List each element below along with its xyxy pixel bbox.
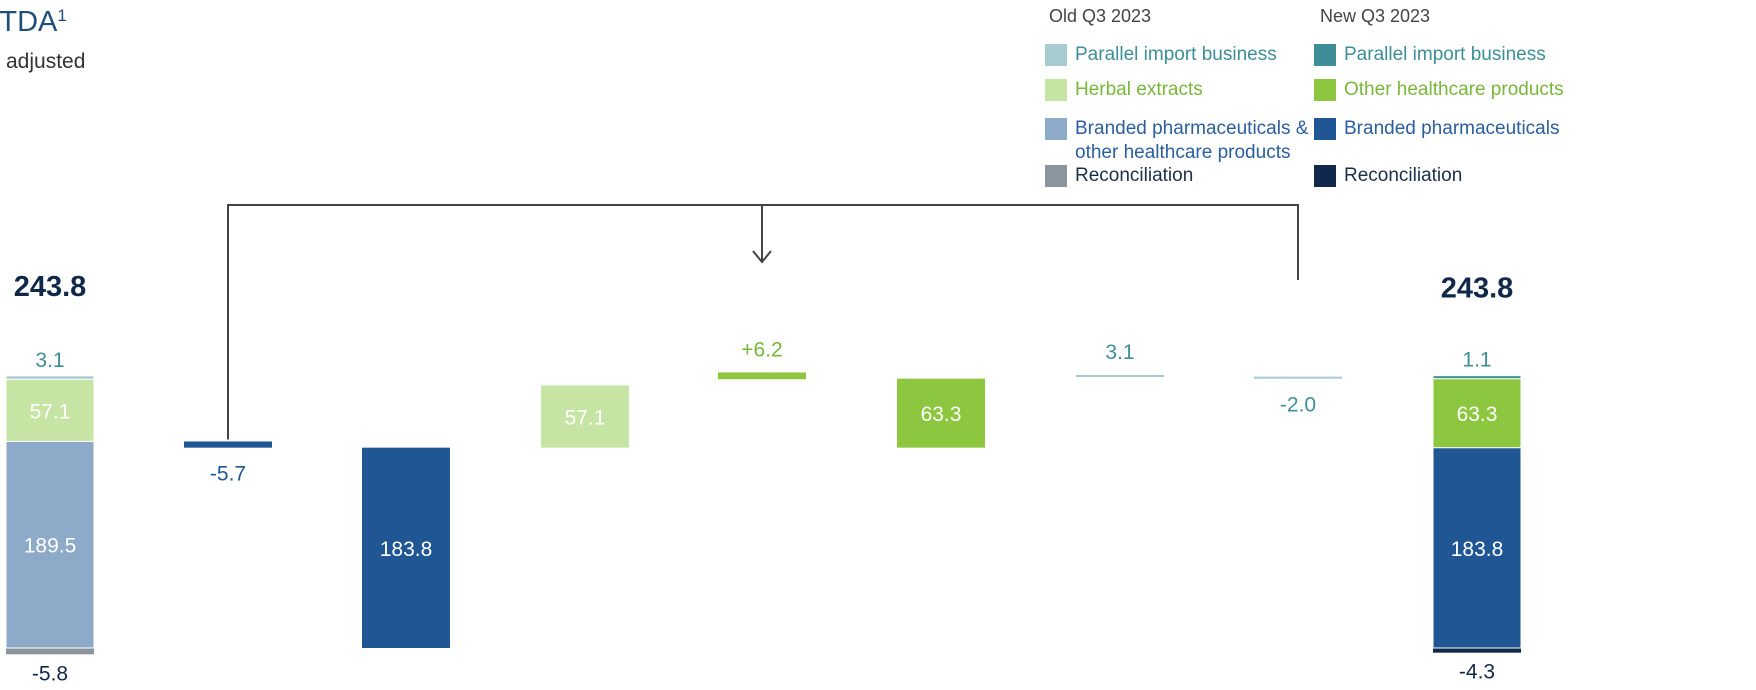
end-total-label: 243.8 bbox=[1441, 272, 1514, 304]
legend-swatch bbox=[1314, 165, 1336, 187]
start-segment-0 bbox=[6, 648, 94, 655]
start-segment-3 bbox=[5, 375, 95, 380]
chart-subtitle: adjusted bbox=[6, 50, 86, 73]
legend-new-other: Other healthcare products bbox=[1314, 78, 1574, 102]
start-segment-label-1: 189.5 bbox=[24, 535, 77, 558]
step-bar-6 bbox=[1254, 376, 1342, 379]
end-segment-label-2: 63.3 bbox=[1457, 403, 1498, 426]
legend-old-parallel: Parallel import business bbox=[1045, 43, 1315, 67]
start-total-label: 243.8 bbox=[14, 271, 87, 303]
step-bar-5 bbox=[1076, 374, 1164, 377]
legend-old-recon: Reconciliation bbox=[1045, 164, 1315, 188]
step-bar-1 bbox=[362, 447, 450, 648]
start-segment-label-0: -5.8 bbox=[32, 662, 68, 685]
legend-new-branded: Branded pharmaceuticals bbox=[1314, 117, 1574, 141]
step-label-1: 183.8 bbox=[380, 538, 433, 561]
legend-label: Other healthcare products bbox=[1344, 79, 1564, 100]
footnote-marker: 1 bbox=[57, 6, 67, 25]
legend-swatch bbox=[1314, 44, 1336, 66]
chart-title: BITDA1 bbox=[0, 6, 67, 39]
legend-label: Herbal extracts bbox=[1075, 79, 1203, 100]
legend-new-heading: New Q3 2023 bbox=[1320, 6, 1431, 26]
step-label-0: -5.7 bbox=[210, 463, 246, 486]
legend-label: Branded pharmaceuticals & other healthca… bbox=[1075, 118, 1309, 163]
step-bar-3 bbox=[718, 372, 806, 380]
end-segment-1 bbox=[1432, 447, 1522, 649]
legend-label: Parallel import business bbox=[1075, 44, 1277, 65]
legend-new-recon: Reconciliation bbox=[1314, 164, 1574, 188]
legend-label: Branded pharmaceuticals bbox=[1344, 118, 1560, 139]
legend-swatch bbox=[1314, 118, 1336, 140]
start-segment-label-2: 57.1 bbox=[30, 400, 71, 423]
start-segment-1 bbox=[5, 440, 95, 649]
legend-swatch bbox=[1045, 44, 1067, 66]
end-segment-label-3: 1.1 bbox=[1462, 349, 1491, 372]
legend-label: Reconciliation bbox=[1344, 165, 1463, 186]
start-segment-label-3: 3.1 bbox=[35, 349, 64, 372]
step-label-5: 3.1 bbox=[1105, 341, 1134, 364]
legend-swatch bbox=[1314, 79, 1336, 101]
legend-swatch bbox=[1045, 118, 1067, 140]
legend-swatch bbox=[1045, 165, 1067, 187]
connector-arrow-head bbox=[752, 250, 772, 264]
legend-old-heading: Old Q3 2023 bbox=[1049, 6, 1152, 26]
legend-old-branded: Branded pharmaceuticals & other healthca… bbox=[1045, 117, 1315, 165]
step-label-4: 63.3 bbox=[921, 403, 962, 426]
step-bar-0 bbox=[184, 441, 272, 448]
end-segment-label-1: 183.8 bbox=[1451, 538, 1504, 561]
step-bar-2 bbox=[541, 385, 629, 448]
legend-label: Parallel import business bbox=[1344, 44, 1546, 65]
step-label-3: +6.2 bbox=[741, 338, 782, 361]
end-segment-2 bbox=[1432, 378, 1522, 449]
chart-title-text: BITDA bbox=[0, 6, 58, 38]
legend-new-parallel: Parallel import business bbox=[1314, 43, 1574, 67]
step-label-2: 57.1 bbox=[565, 407, 606, 430]
step-label-6: -2.0 bbox=[1280, 394, 1316, 417]
end-segment-label-0: -4.3 bbox=[1459, 661, 1495, 684]
legend-swatch bbox=[1045, 79, 1067, 101]
step-bar-4 bbox=[897, 378, 985, 448]
legend-old-herbal: Herbal extracts bbox=[1045, 78, 1315, 102]
end-segment-3 bbox=[1432, 375, 1522, 380]
end-segment-0 bbox=[1433, 648, 1521, 653]
legend-label: Reconciliation bbox=[1075, 165, 1194, 186]
